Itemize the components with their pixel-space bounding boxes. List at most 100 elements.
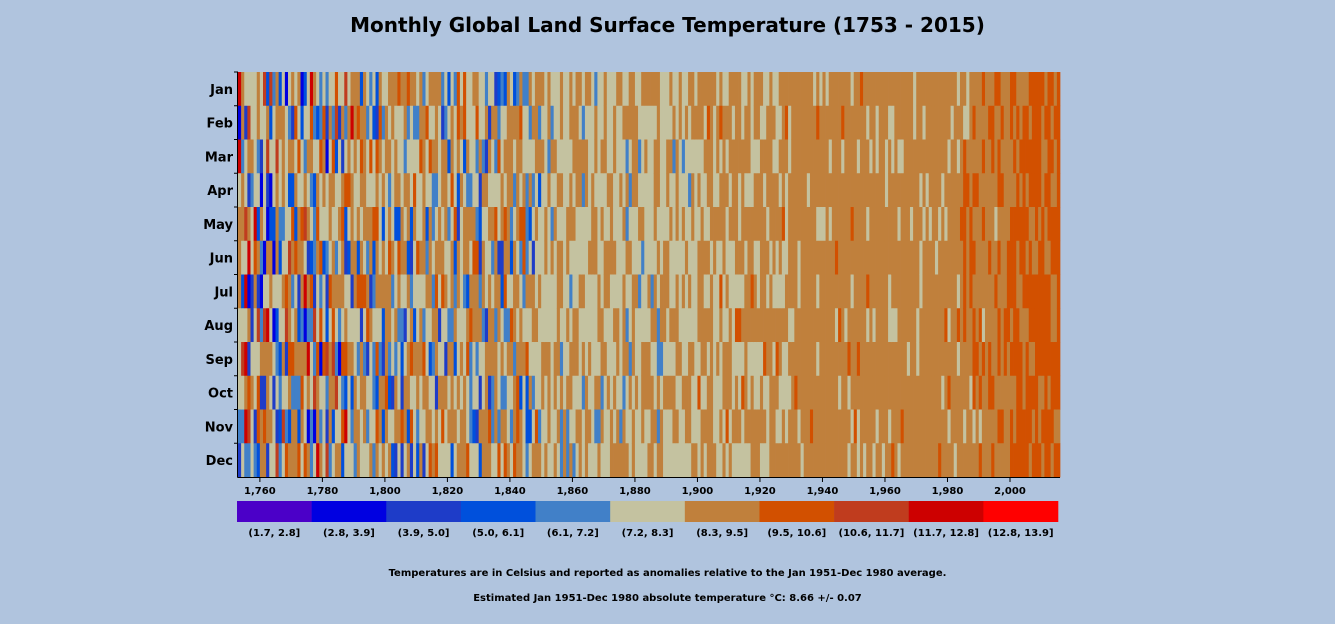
heatmap-cell [431, 342, 436, 377]
heatmap-cell [600, 207, 605, 242]
heatmap-cell [278, 443, 283, 478]
heatmap-cell [622, 139, 626, 174]
heatmap-cell [669, 342, 673, 377]
heatmap-cell [569, 409, 573, 444]
heatmap-cell [247, 207, 251, 242]
heatmap-cell [844, 207, 848, 242]
heatmap-cell [925, 375, 930, 410]
heatmap-cell [484, 72, 489, 107]
heatmap-cell [797, 375, 801, 410]
heatmap-cell [1056, 274, 1061, 309]
heatmap-cell [800, 105, 805, 140]
heatmap-cell [928, 409, 933, 444]
heatmap-cell [1016, 139, 1020, 174]
heatmap-cell [331, 375, 336, 410]
heatmap-cell [259, 409, 264, 444]
heatmap-cell [881, 443, 886, 478]
heatmap-cell [522, 207, 526, 242]
heatmap-cell [691, 72, 695, 107]
heatmap-cell [928, 105, 933, 140]
heatmap-cell [591, 72, 595, 107]
heatmap-cell [888, 308, 892, 343]
heatmap-cell [997, 308, 1001, 343]
heatmap-cell [725, 72, 730, 107]
heatmap-cell [838, 308, 842, 343]
heatmap-cell [563, 139, 567, 174]
month-label: May [203, 218, 233, 233]
heatmap-cell [678, 139, 683, 174]
heatmap-cell [684, 274, 689, 309]
heatmap-cell [825, 443, 830, 478]
heatmap-cell [900, 173, 905, 208]
heatmap-cell [378, 443, 383, 478]
heatmap-cell [981, 375, 986, 410]
heatmap-cell [819, 207, 823, 242]
heatmap-cell [731, 240, 736, 275]
heatmap-cell [684, 375, 689, 410]
heatmap-cell [947, 173, 951, 208]
heatmap-cell [806, 139, 811, 174]
heatmap-cell [859, 342, 864, 377]
heatmap-cell [850, 173, 855, 208]
heatmap-cell [531, 443, 536, 478]
heatmap-cell [759, 72, 764, 107]
heatmap-cell [1041, 139, 1045, 174]
heatmap-cell [331, 105, 336, 140]
heatmap-cell [997, 342, 1001, 377]
heatmap-cell [556, 173, 561, 208]
heatmap-cell [853, 105, 858, 140]
heatmap-cell [475, 72, 480, 107]
heatmap-cell [550, 173, 555, 208]
heatmap-cell [838, 105, 842, 140]
heatmap-cell [831, 139, 836, 174]
heatmap-cell [278, 342, 283, 377]
heatmap-cell [503, 342, 508, 377]
heatmap-cell [328, 72, 333, 107]
heatmap-cell [650, 72, 655, 107]
heatmap-cell [578, 308, 583, 343]
heatmap-cell [397, 443, 401, 478]
heatmap-cell [797, 139, 801, 174]
heatmap-cell [600, 240, 605, 275]
heatmap-cell [431, 443, 436, 478]
heatmap-cell [828, 173, 833, 208]
heatmap-cell [519, 443, 523, 478]
heatmap-cell [866, 72, 870, 107]
heatmap-cell [800, 240, 805, 275]
heatmap-cell [522, 443, 526, 478]
heatmap-cell [575, 443, 580, 478]
heatmap-cell [813, 72, 817, 107]
heatmap-cell [731, 342, 736, 377]
heatmap-cell [416, 375, 420, 410]
heatmap-cell [684, 72, 689, 107]
heatmap-cell [575, 308, 580, 343]
heatmap-cell [841, 240, 845, 275]
heatmap-cell [981, 72, 986, 107]
heatmap-cell [419, 105, 423, 140]
heatmap-cell [591, 240, 595, 275]
heatmap-cell [544, 173, 548, 208]
heatmap-cell [259, 308, 264, 343]
heatmap-cell [656, 240, 661, 275]
heatmap-cell [769, 409, 773, 444]
heatmap-cell [750, 342, 755, 377]
heatmap-cell [825, 240, 830, 275]
heatmap-cell [325, 105, 329, 140]
heatmap-cell [334, 375, 339, 410]
heatmap-cell [1006, 409, 1011, 444]
month-label: Sep [206, 353, 234, 368]
heatmap-cell [844, 409, 848, 444]
heatmap-cell [772, 173, 776, 208]
heatmap-cell [647, 72, 651, 107]
heatmap-cell [834, 240, 839, 275]
heatmap-cell [266, 375, 270, 410]
heatmap-cell [616, 308, 620, 343]
heatmap-cell [297, 409, 301, 444]
heatmap-cell [509, 274, 514, 309]
heatmap-cell [944, 139, 948, 174]
heatmap-cell [269, 240, 273, 275]
heatmap-cell [953, 240, 958, 275]
heatmap-cell [444, 72, 448, 107]
heatmap-cell [816, 342, 820, 377]
heatmap-cell [656, 375, 661, 410]
